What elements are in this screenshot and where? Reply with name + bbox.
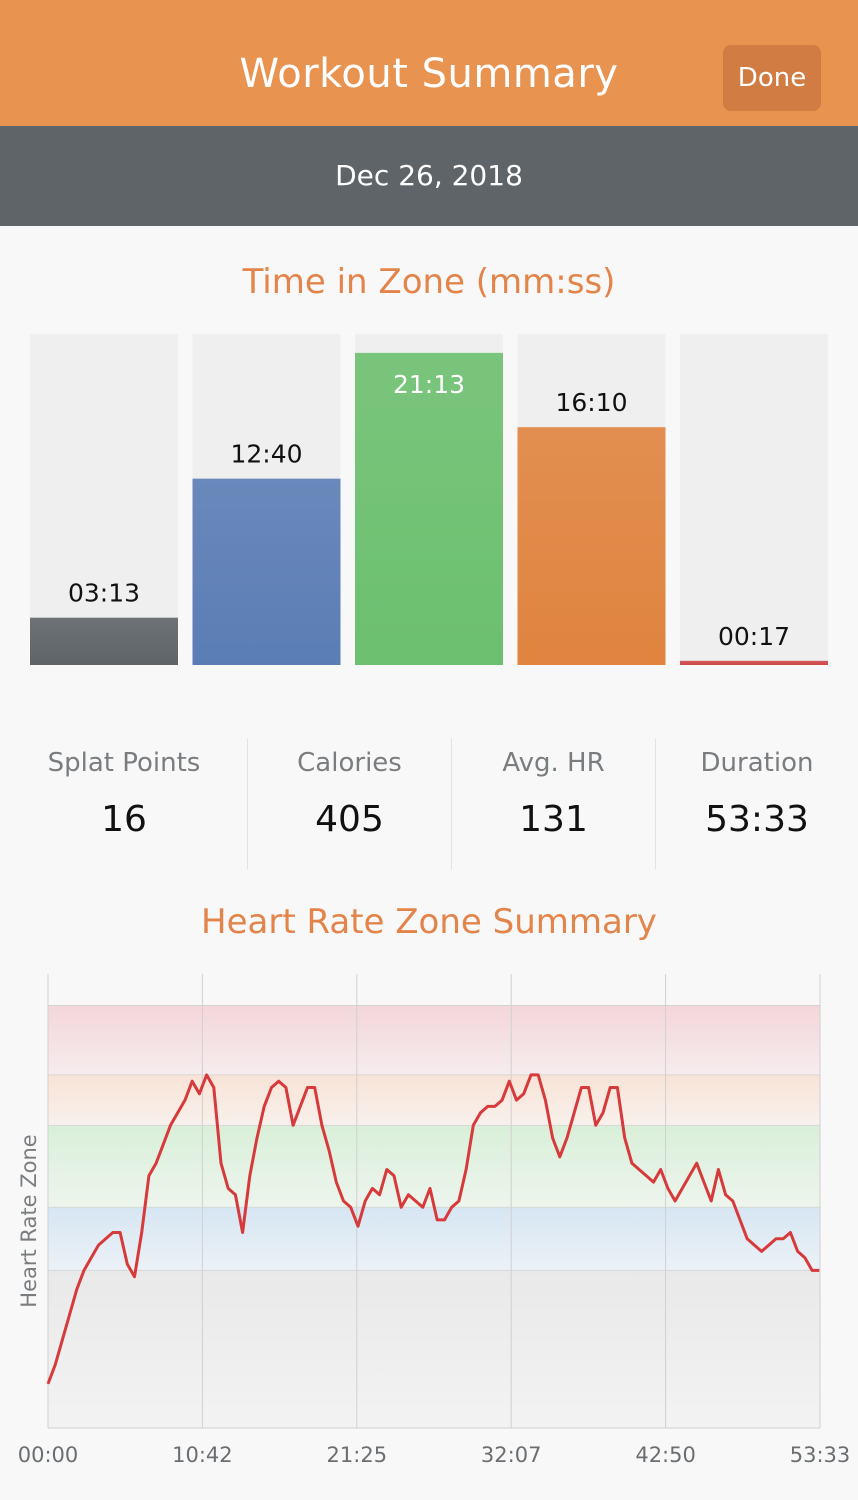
stat-duration: Duration 53:33	[656, 738, 858, 870]
x-tick-label: 42:50	[635, 1443, 696, 1467]
zone-band	[48, 1125, 820, 1208]
divider	[247, 738, 248, 870]
stat-label: Avg. HR	[502, 748, 605, 778]
y-axis-label: Heart Rate Zone	[17, 1134, 41, 1307]
nav-bar: Workout Summary Done	[0, 0, 858, 126]
time-in-zone-svg: 03:13 12:40 21:13 16:10 00:17	[30, 334, 828, 665]
date-bar: Dec 26, 2018	[0, 126, 858, 226]
stat-label: Splat Points	[47, 748, 201, 778]
bar-value-label: 12:40	[230, 440, 302, 469]
time-in-zone-title: Time in Zone (mm:ss)	[242, 262, 616, 302]
hr-zone-svg: 00:00 10:42 21:25 32:07 42:50 53:33 Heart Rate…	[17, 974, 851, 1467]
zone-band	[48, 1207, 820, 1271]
bar-value-label: 00:17	[718, 622, 790, 651]
zone-band	[48, 1005, 820, 1075]
stat-value: 16	[101, 799, 147, 840]
x-tick-label: 53:33	[790, 1443, 851, 1467]
hr-zone-chart: 00:00 10:42 21:25 32:07 42:50 53:33 Heart Rate…	[0, 960, 858, 1480]
zone-bar	[517, 427, 666, 665]
stat-splat-points: Splat Points 16	[20, 738, 228, 870]
bar-track	[680, 334, 828, 665]
x-tick-label: 10:42	[172, 1443, 233, 1467]
stat-value: 131	[519, 799, 588, 840]
x-tick-label: 00:00	[18, 1443, 79, 1467]
stat-value: 405	[315, 799, 384, 840]
stats-row: Splat Points 16 Calories 405 Avg. HR 131…	[0, 738, 858, 870]
hr-summary-title: Heart Rate Zone Summary	[201, 902, 657, 942]
time-in-zone-chart: 03:13 12:40 21:13 16:10 00:17	[0, 320, 858, 680]
bar-track	[30, 334, 178, 665]
bar-value-label: 03:13	[68, 579, 140, 608]
zone-bar	[680, 660, 828, 665]
zone-bar	[30, 617, 178, 665]
done-button[interactable]: Done	[723, 45, 821, 111]
stat-calories: Calories 405	[248, 738, 451, 870]
stat-label: Calories	[297, 748, 402, 778]
bar-value-label: 21:13	[393, 370, 465, 399]
stat-label: Duration	[700, 748, 814, 778]
stat-value: 53:33	[705, 799, 809, 840]
divider	[655, 738, 656, 870]
page-title: Workout Summary	[239, 51, 619, 97]
zone-band	[48, 1074, 820, 1126]
zone-bar	[355, 352, 503, 665]
hr-series-line	[46, 1073, 820, 1385]
zone-bar	[192, 478, 341, 665]
x-tick-label: 32:07	[481, 1443, 542, 1467]
x-tick-label: 21:25	[327, 1443, 388, 1467]
stat-avg-hr: Avg. HR 131	[452, 738, 655, 870]
divider	[451, 738, 452, 870]
bar-value-label: 16:10	[555, 388, 627, 417]
zone-band	[48, 1270, 820, 1428]
